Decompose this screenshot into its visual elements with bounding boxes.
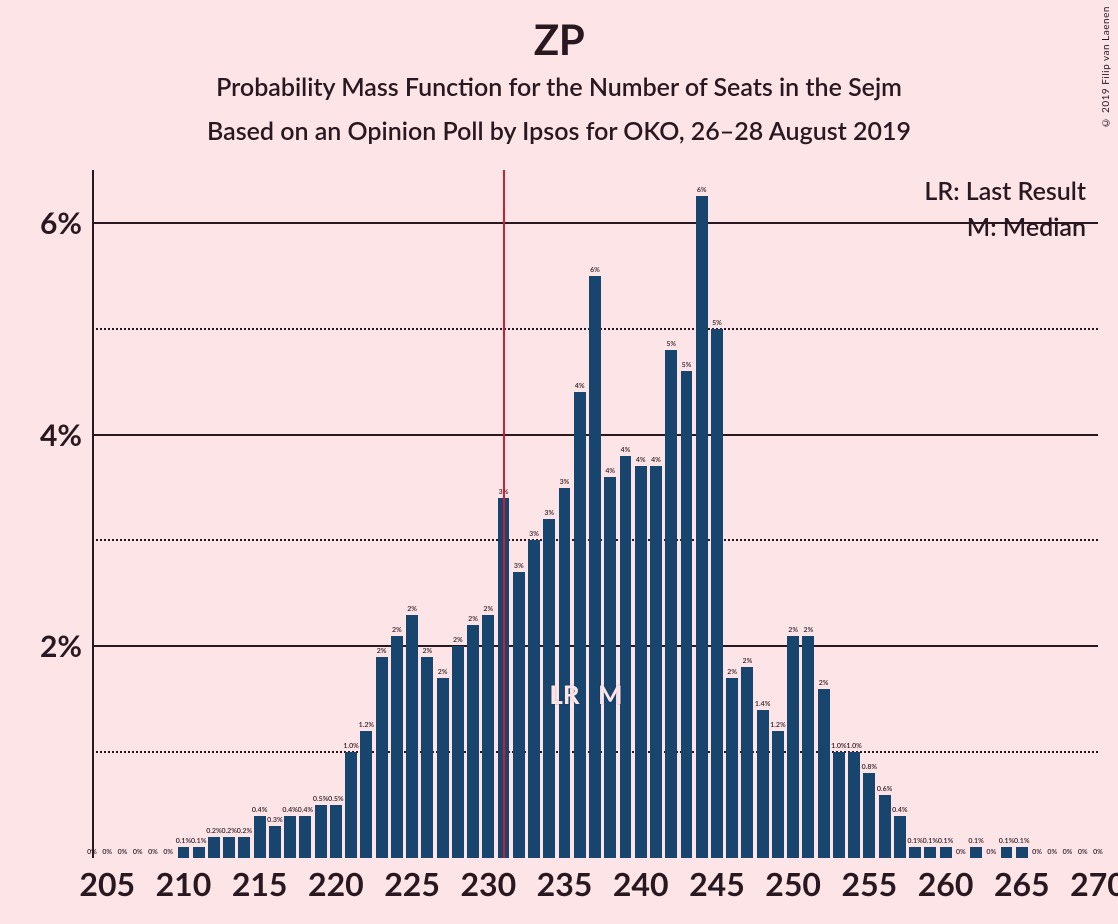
bar [909,847,921,858]
bar-value-label: 0.6% [865,785,905,793]
bar [452,646,464,858]
x-tick-label: 220 [308,864,364,903]
bar [284,816,296,858]
bar-value-label: 6% [682,186,722,194]
bar [315,805,327,858]
bar-value-label: 0.1% [1002,837,1042,845]
x-tick-label: 265 [994,864,1050,903]
bar [833,752,845,858]
bar [696,196,708,858]
bar [726,678,738,858]
chart-subtitle-2: Based on an Opinion Poll by Ipsos for OK… [0,116,1118,146]
y-tick-label: 4% [22,417,82,453]
bar [574,392,586,858]
bar-value-label: 2% [727,657,767,665]
x-tick-label: 245 [689,864,745,903]
chart-subtitle-1: Probability Mass Function for the Number… [0,72,1118,102]
bar [559,488,571,858]
x-tick-label: 270 [1070,864,1118,903]
bar-value-label: 6% [575,266,615,274]
legend-median: M: Median [924,212,1086,242]
bar [604,477,616,858]
bar [421,657,433,858]
chart-area: 2% 4% 6% 0%0%0%0%0%0%0.1%0.1%0.2%0.2%0.2%0… [92,170,1098,858]
bar [818,689,830,858]
bar [345,752,357,858]
bar [681,371,693,858]
bar-value-label: 5% [697,319,737,327]
bar [635,466,647,858]
bar [711,329,723,858]
x-tick-label: 260 [918,864,974,903]
bar [193,847,205,858]
plot-region: 2% 4% 6% 0%0%0%0%0%0%0.1%0.1%0.2%0.2%0.2%0… [92,170,1098,858]
bar [437,678,449,858]
x-tick-label: 210 [156,864,212,903]
x-tick-label: 230 [460,864,516,903]
bar [620,456,632,858]
x-tick-label: 205 [79,864,135,903]
bar [482,615,494,858]
bar-value-label: 0.4% [880,806,920,814]
bar [772,731,784,858]
bar-value-label: 1.0% [834,742,874,750]
chart-title: ZP [0,0,1118,64]
bar [299,816,311,858]
bar [741,667,753,858]
bar [665,350,677,858]
bar-value-label: 0% [1078,848,1118,856]
bar-value-label: 2% [407,647,447,655]
bar [787,636,799,858]
bar-value-label: 1.4% [743,700,783,708]
bar [330,805,342,858]
x-tick-label: 235 [537,864,593,903]
bar [879,795,891,859]
bar [360,731,372,858]
bar-value-label: 4% [605,446,645,454]
bars-container: 0%0%0%0%0%0%0.1%0.1%0.2%0.2%0.2%0.4%0.3%… [92,170,1098,858]
legend-last-result: LR: Last Result [924,176,1086,206]
x-tick-label: 225 [384,864,440,903]
bar-value-label: 2% [804,679,844,687]
bar [650,466,662,858]
bar [467,625,479,858]
x-tick-label: 240 [613,864,669,903]
bar [376,657,388,858]
bar [178,847,190,858]
x-tick-label: 250 [765,864,821,903]
bar [589,276,601,858]
bar [757,710,769,858]
bar [802,636,814,858]
bar [269,826,281,858]
copyright-text: © 2019 Filip van Laenen [1100,6,1112,129]
legend: LR: Last Result M: Median [924,176,1086,248]
x-tick-label: 215 [232,864,288,903]
bar [528,540,540,858]
bar [513,572,525,858]
marker-m: M [598,678,623,710]
bar [208,837,220,858]
marker-lr: LR [549,678,579,710]
bar [924,847,936,858]
bar [223,837,235,858]
bar-value-label: 5% [651,340,691,348]
median-line [503,170,505,858]
x-tick-label: 255 [842,864,898,903]
bar-value-label: 2% [788,626,828,634]
bar-value-label: 2% [392,605,432,613]
bar [391,636,403,858]
bar [238,837,250,858]
y-tick-label: 6% [22,205,82,241]
bar [1001,847,1013,858]
x-axis-labels: 2052102152202252302352402452502552602652… [92,864,1098,908]
y-tick-label: 2% [22,628,82,664]
bar-value-label: 0.8% [849,763,889,771]
